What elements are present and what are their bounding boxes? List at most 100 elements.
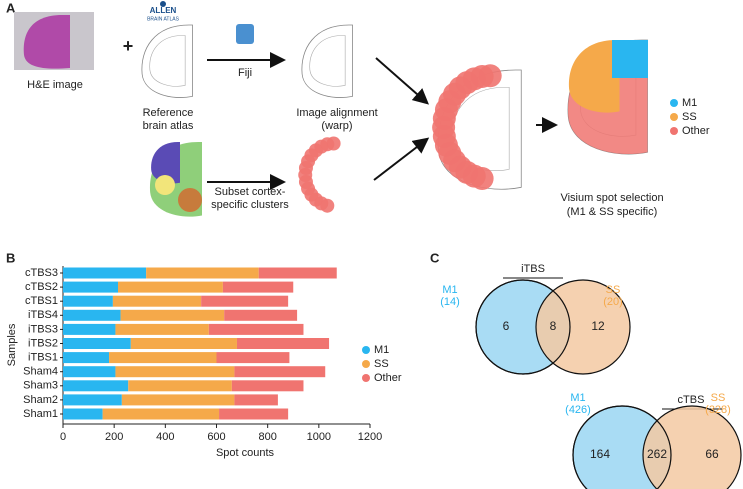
legend-dot xyxy=(362,346,370,354)
label: Image alignment xyxy=(296,107,377,119)
bar-segment xyxy=(63,281,119,293)
label: (M1 & SS specific) xyxy=(567,206,657,218)
legend-label: M1 xyxy=(682,97,697,109)
x-tick-label: 1200 xyxy=(358,431,382,443)
bar-segment xyxy=(63,408,103,420)
venn-name: SS xyxy=(606,284,621,296)
spot xyxy=(470,166,494,190)
bar-segment xyxy=(130,338,237,349)
y-tick-label: iTBS2 xyxy=(28,337,58,349)
x-tick-label: 600 xyxy=(207,431,225,443)
venn-title: cTBS xyxy=(678,394,705,406)
bar-segment xyxy=(201,295,289,307)
venn-name: M1 xyxy=(570,392,585,404)
bar-segment xyxy=(216,352,290,364)
venn-count: 6 xyxy=(503,319,510,333)
bar-segment xyxy=(128,380,232,392)
label: Reference xyxy=(143,107,194,119)
bar-segment xyxy=(63,366,116,378)
label: Fiji xyxy=(238,67,252,79)
he-image xyxy=(23,15,70,69)
venn-count: 12 xyxy=(591,319,605,333)
panel-label: C xyxy=(430,250,440,265)
y-tick-label: Sham4 xyxy=(23,366,58,378)
spot-region xyxy=(568,40,620,113)
bar-segment xyxy=(146,267,259,279)
y-tick-label: cTBS3 xyxy=(25,267,58,279)
brain-illustrations xyxy=(141,24,648,217)
bar-segment xyxy=(208,323,304,335)
bar-segment xyxy=(63,267,147,279)
venn-right xyxy=(642,405,742,489)
bar-segment xyxy=(63,295,113,307)
label: H&E image xyxy=(27,79,83,91)
y-tick-label: iTBS4 xyxy=(28,309,58,321)
bar-segment xyxy=(236,338,330,349)
venn-left-outline xyxy=(572,405,672,489)
venn-name: SS xyxy=(711,392,726,404)
venn-right xyxy=(535,279,631,375)
venn-count: 262 xyxy=(647,447,667,461)
legend-dot xyxy=(670,99,678,107)
venn-name: M1 xyxy=(442,284,457,296)
bar-segment xyxy=(109,352,217,364)
legend-label: SS xyxy=(682,111,697,123)
x-tick-label: 1000 xyxy=(307,431,331,443)
venn-count: 164 xyxy=(590,447,610,461)
legend-dot xyxy=(670,113,678,121)
venn-count: 8 xyxy=(550,319,557,333)
bar-segment xyxy=(115,323,209,335)
logo: BRAIN ATLAS xyxy=(147,16,180,22)
brain-outline xyxy=(141,24,193,98)
x-tick-label: 0 xyxy=(60,431,66,443)
bar-segment xyxy=(63,352,110,364)
venn-total: (426) xyxy=(565,404,591,416)
bar-segment xyxy=(234,394,278,406)
venn-total: (328) xyxy=(705,404,731,416)
venn-title: iTBS xyxy=(521,263,545,275)
bar-segment xyxy=(63,309,121,321)
bar-segment xyxy=(120,309,225,321)
bar-segment xyxy=(219,408,289,420)
cluster xyxy=(178,188,202,212)
bar-segment xyxy=(115,366,235,378)
legend-label: M1 xyxy=(374,344,389,356)
cluster xyxy=(155,175,175,195)
bar-segment xyxy=(234,366,326,378)
y-tick-label: Sham3 xyxy=(23,380,58,392)
spot xyxy=(320,198,335,213)
venn-count: 66 xyxy=(705,447,719,461)
venn-total: (14) xyxy=(440,296,460,308)
x-axis-label: Spot counts xyxy=(216,447,275,459)
venn-total: (20) xyxy=(603,296,623,308)
x-tick-label: 200 xyxy=(105,431,123,443)
label: Subset cortex- xyxy=(215,186,286,198)
panel-label: A xyxy=(6,0,16,15)
label: Visium spot selection xyxy=(560,192,663,204)
y-tick-label: iTBS3 xyxy=(28,323,58,335)
venn-left-outline xyxy=(475,279,571,375)
y-tick-label: Sham2 xyxy=(23,394,58,406)
plus: + xyxy=(123,36,134,56)
logo: ALLEN xyxy=(150,6,177,15)
legend-dot xyxy=(362,374,370,382)
legend-label: SS xyxy=(374,358,389,370)
y-tick-label: cTBS2 xyxy=(25,281,58,293)
bar-segment xyxy=(231,380,304,392)
logo-icon xyxy=(160,1,166,7)
bar-segment xyxy=(224,309,298,321)
bar-segment xyxy=(63,380,129,392)
legend-label: Other xyxy=(374,372,402,384)
brain-outline xyxy=(301,24,353,98)
legend-dot xyxy=(670,127,678,135)
cluster-brain-top xyxy=(151,142,180,184)
bar-segment xyxy=(63,394,122,406)
bar-segment xyxy=(118,281,223,293)
brain-inner xyxy=(309,35,346,87)
fiji-icon xyxy=(236,24,254,44)
label: (warp) xyxy=(321,120,352,132)
bar-segment xyxy=(112,295,202,307)
legend-label: Other xyxy=(682,125,710,137)
bar-segment xyxy=(222,281,294,293)
